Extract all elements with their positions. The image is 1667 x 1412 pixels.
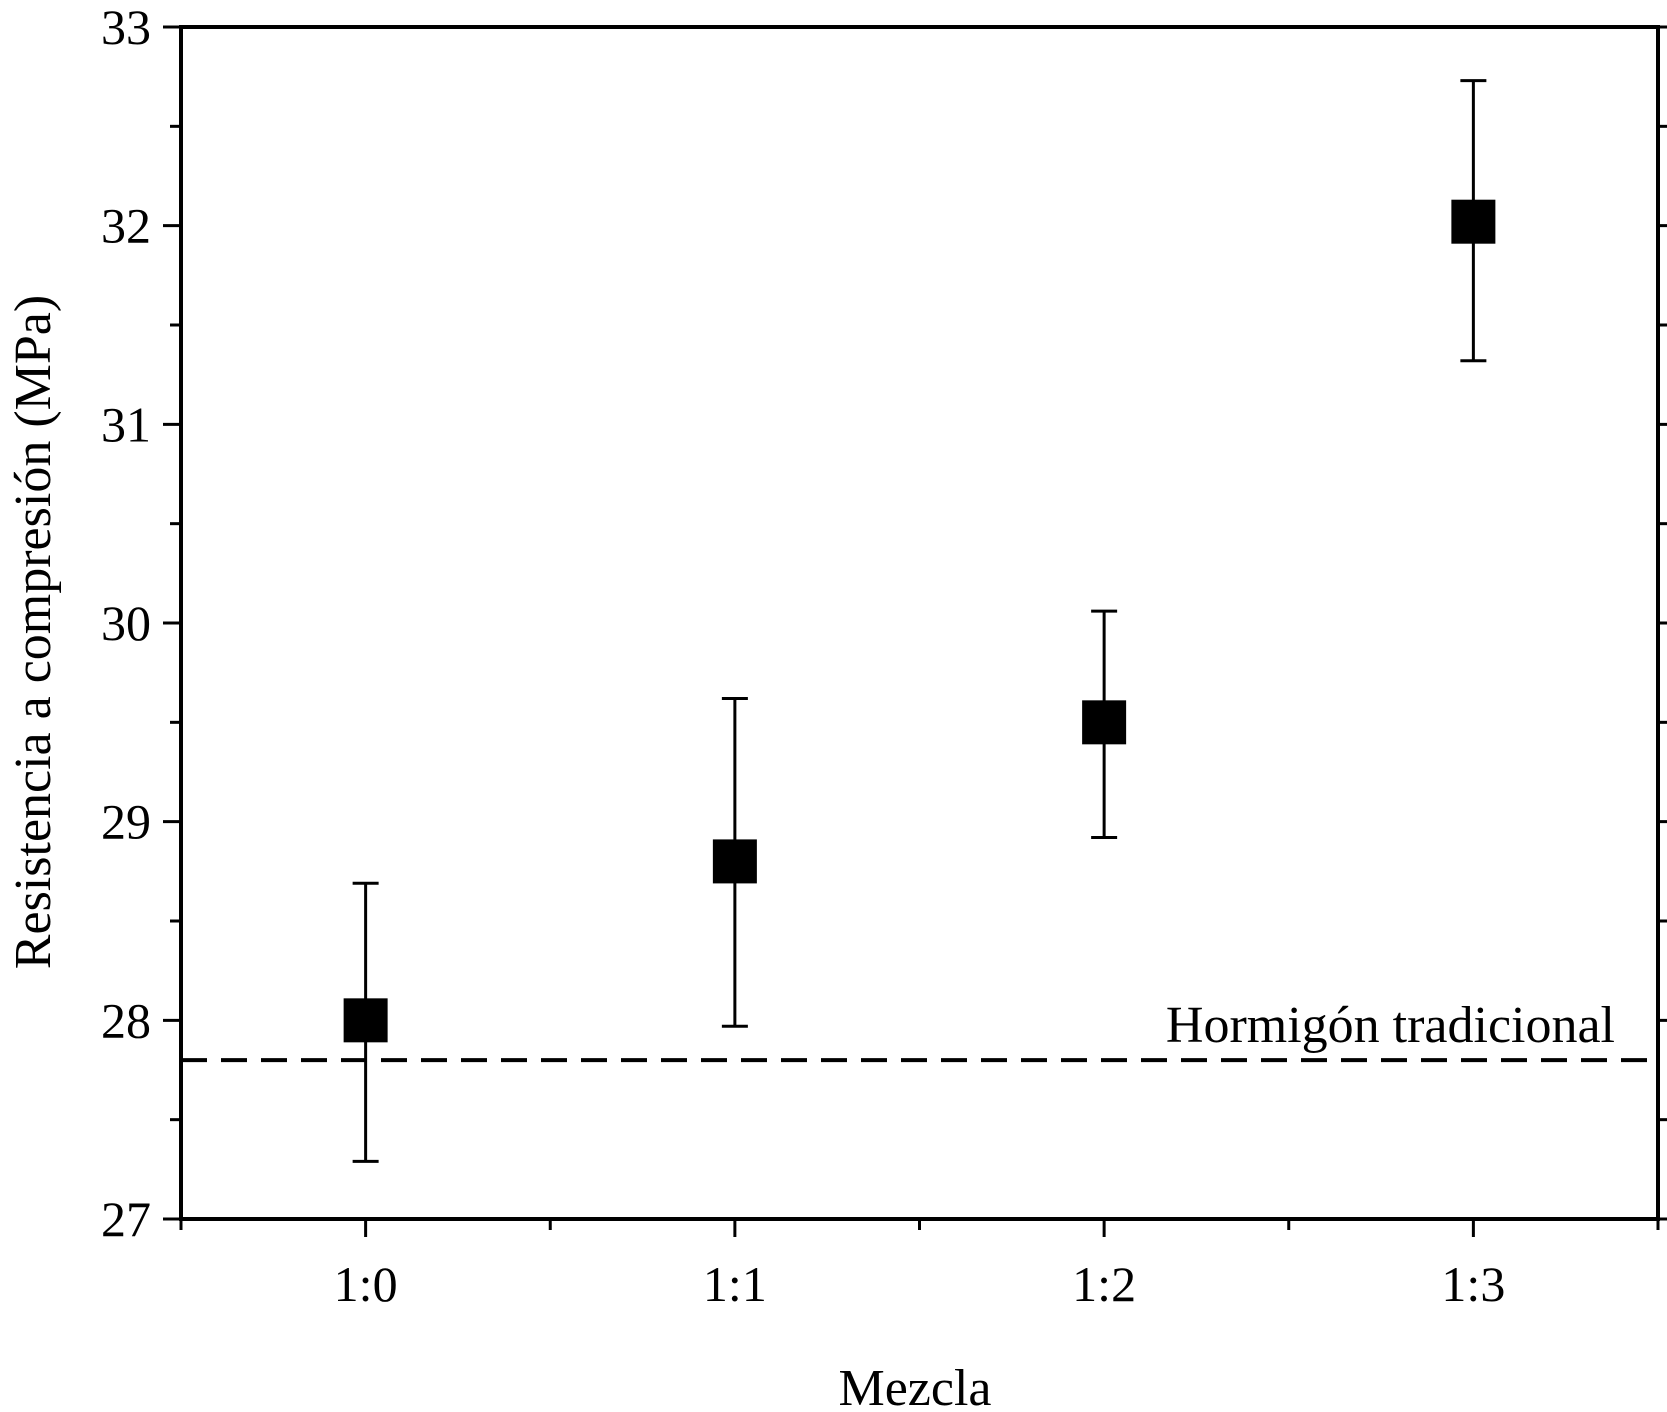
y-tick-label: 28 (101, 992, 151, 1048)
y-tick-label: 32 (101, 198, 151, 254)
data-point (343, 998, 388, 1043)
x-tick-label: 1:3 (1441, 1256, 1505, 1312)
error-bars (352, 79, 1487, 1163)
axis-ticks (163, 25, 1667, 1237)
x-tick-labels: 1:0 1:1 1:2 1:3 (334, 1256, 1506, 1312)
data-point (1082, 700, 1127, 745)
data-point (712, 839, 757, 884)
y-tick-labels: 27 28 29 30 31 32 33 (101, 0, 151, 1247)
y-tick-label: 31 (101, 396, 151, 452)
x-tick-label: 1:1 (703, 1256, 767, 1312)
reference-line-label: Hormigón tradicional (1166, 997, 1615, 1054)
x-axis-label: Mezcla (838, 1360, 991, 1412)
y-tick-label: 29 (101, 794, 151, 850)
y-tick-label: 27 (101, 1191, 151, 1247)
y-tick-label: 30 (101, 595, 151, 651)
reference-line-group: Hormigón tradicional (181, 997, 1658, 1063)
x-tick-label: 1:0 (334, 1256, 398, 1312)
x-tick-label: 1:2 (1072, 1256, 1136, 1312)
data-markers (343, 199, 1496, 1043)
y-axis-label: Resistencia a compresión (MPa) (5, 295, 62, 969)
y-tick-label: 33 (101, 0, 151, 55)
data-point (1451, 199, 1496, 244)
